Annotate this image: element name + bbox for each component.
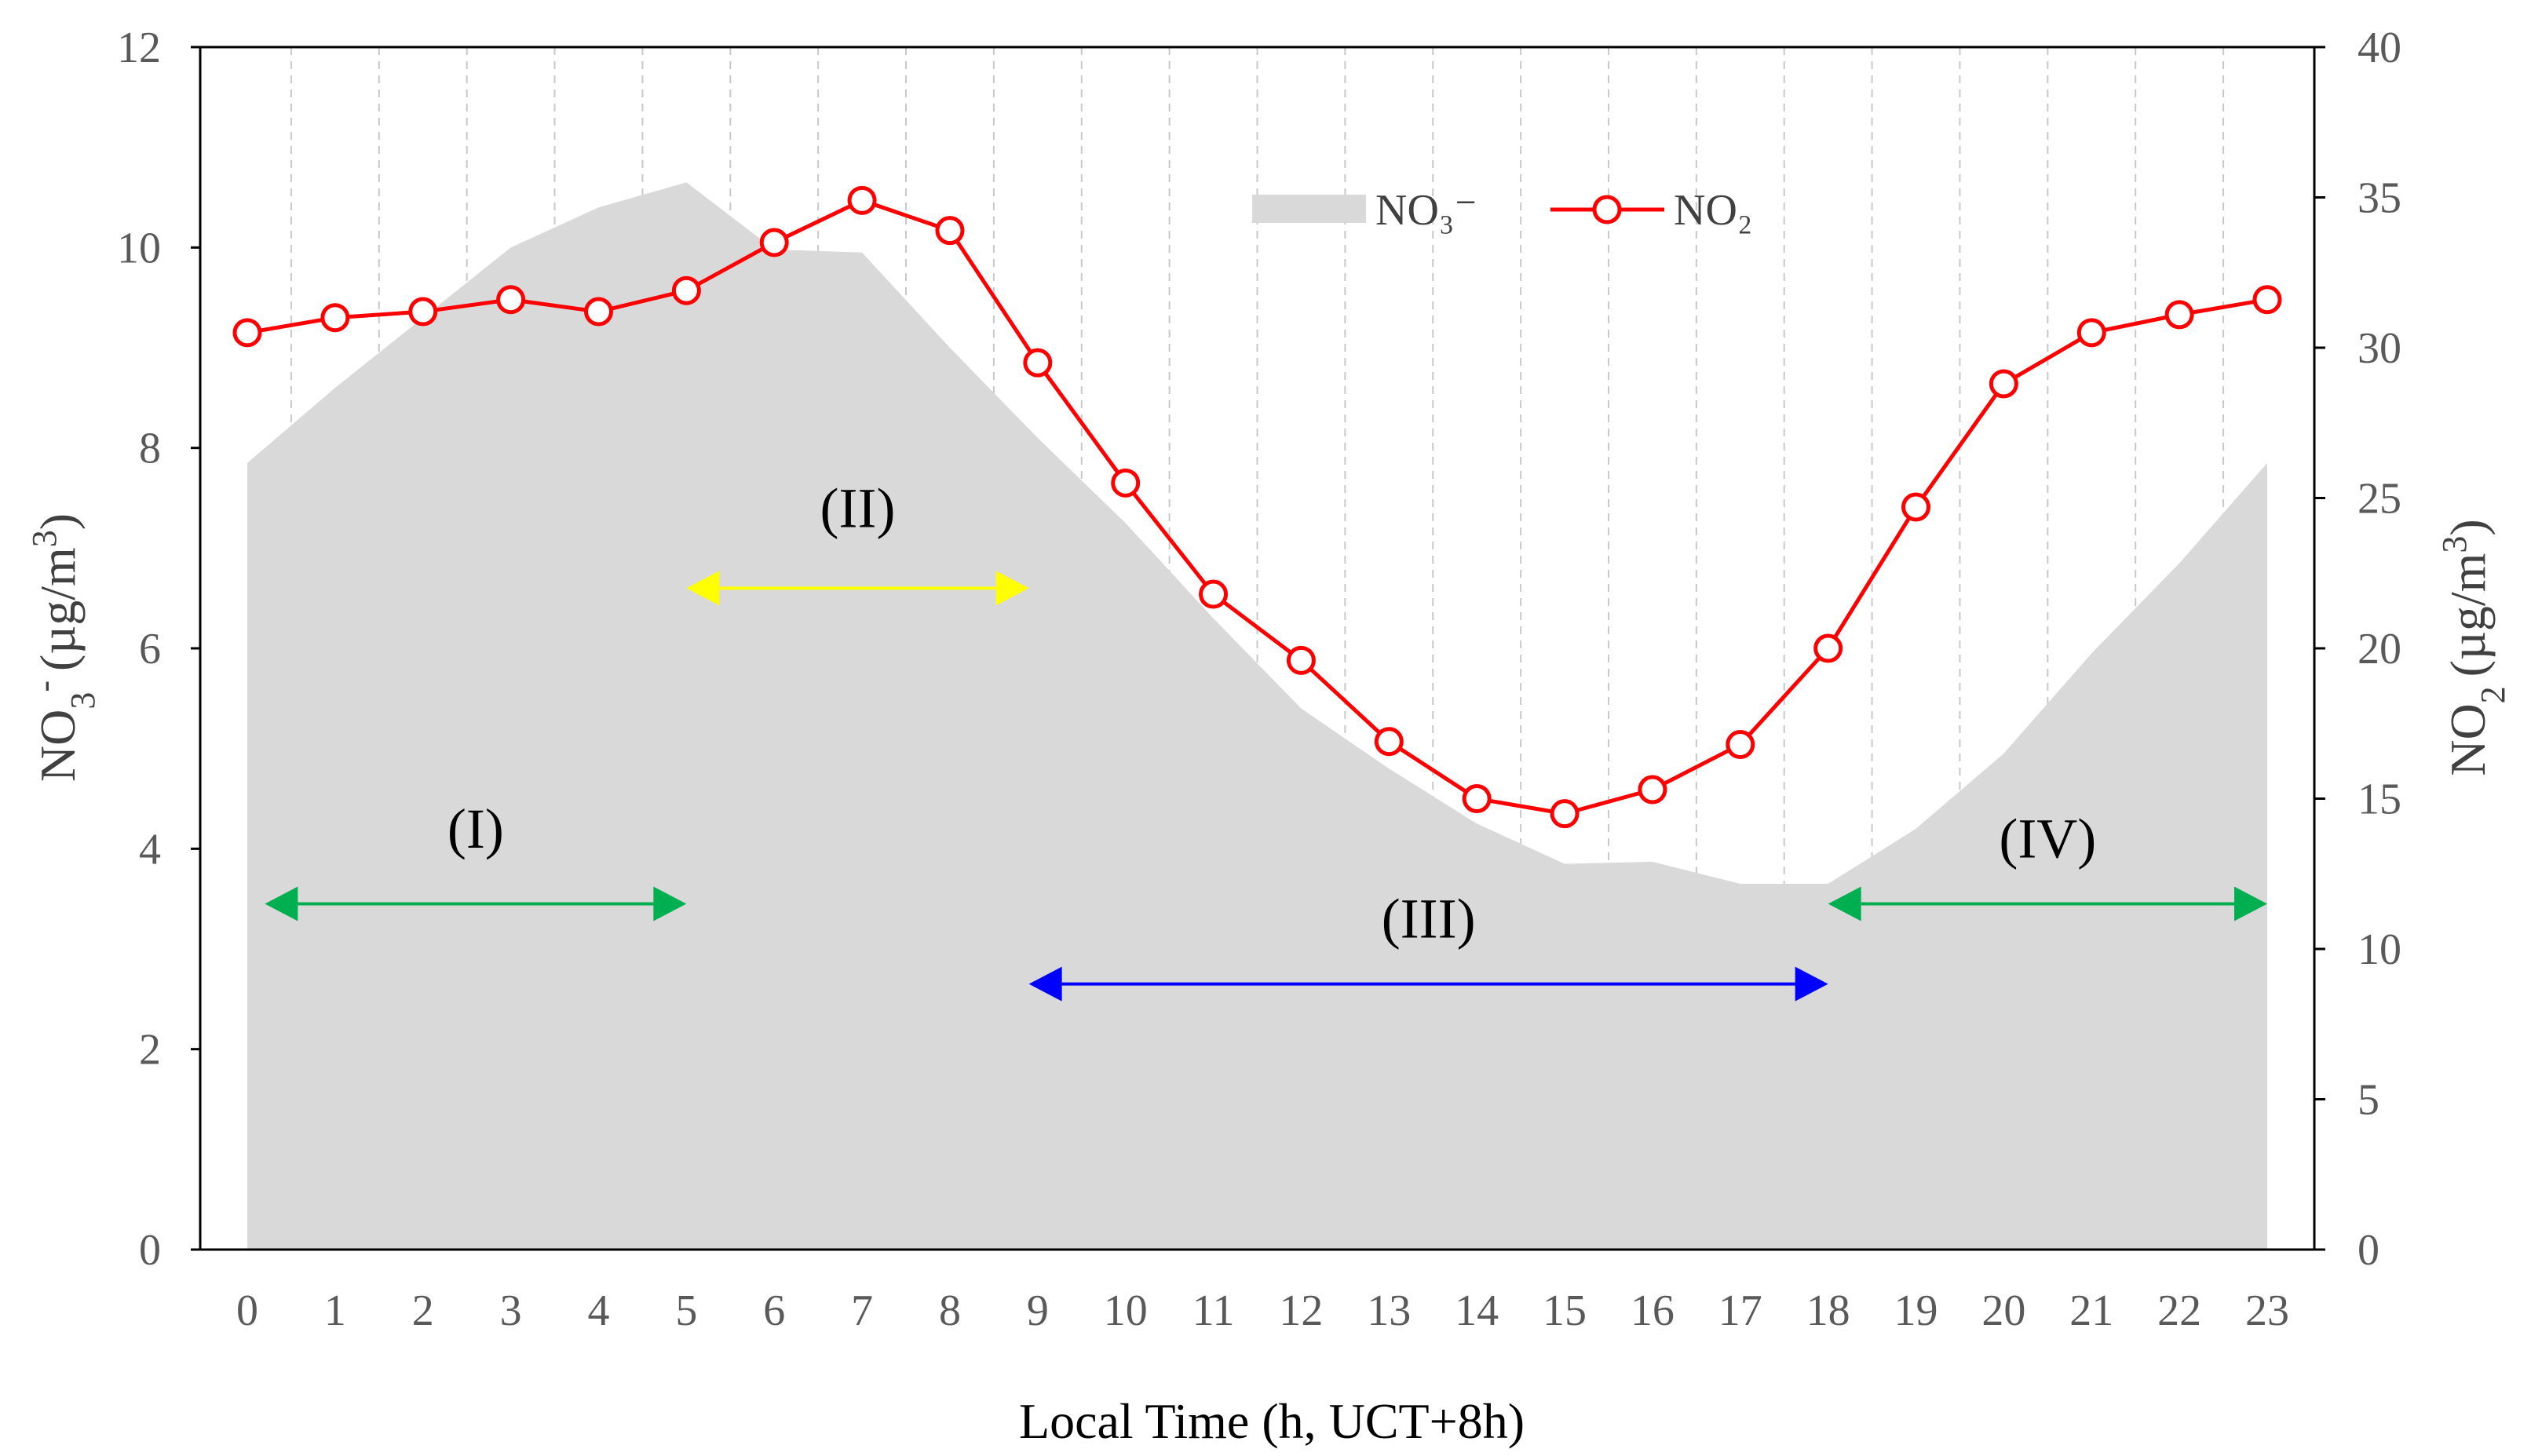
no2-point <box>759 228 789 257</box>
no2-line <box>247 198 2268 816</box>
no2-point <box>935 216 965 246</box>
period-arrow-head-right <box>1795 966 1828 1002</box>
left-tick-label: 6 <box>139 625 161 673</box>
no2-point <box>1199 579 1229 609</box>
x-tick-label: 12 <box>1279 1286 1323 1335</box>
no2-point <box>1374 727 1404 757</box>
x-tick-label: 6 <box>763 1286 785 1335</box>
period-label: (I) <box>447 797 504 860</box>
x-tick-label: 23 <box>2245 1286 2289 1335</box>
right-tick-label: 0 <box>2358 1226 2379 1275</box>
period-arrow-head-left <box>1828 886 1861 921</box>
no2-point <box>320 303 350 333</box>
x-axis-ticks: 0 1 2 3 4 5 6 7 8 9 10 11 12 13 14 15 16 17 18 19 20 21 22 23 <box>236 1286 2289 1335</box>
right-axis-title: NO2(µg/m3) <box>2435 519 2512 776</box>
x-tick-label: 15 <box>1543 1286 1587 1335</box>
x-tick-label: 10 <box>1104 1286 1148 1335</box>
no2-point <box>1023 348 1053 378</box>
x-tick-label: 16 <box>1631 1286 1675 1335</box>
no2-point <box>408 297 438 327</box>
no2-point <box>2164 300 2194 330</box>
period-arrow-head-left <box>686 571 720 606</box>
x-tick-label: 1 <box>324 1286 346 1335</box>
x-tick-label: 4 <box>587 1286 609 1335</box>
x-tick-label: 3 <box>500 1286 522 1335</box>
right-tick-label: 25 <box>2358 475 2401 524</box>
period-arrow-head-right <box>995 571 1029 606</box>
legend-line-marker <box>1592 195 1622 224</box>
left-tick-label: 10 <box>117 224 161 272</box>
no2-point <box>1550 799 1580 829</box>
x-tick-label: 11 <box>1192 1286 1235 1335</box>
period-label: (II) <box>820 476 896 539</box>
period-arrow-head-right <box>2234 886 2267 921</box>
no2-point <box>2252 285 2282 315</box>
no2-point <box>232 318 262 348</box>
legend: NO₃⁻ NO₂ <box>1252 186 1752 235</box>
left-tick-label: 8 <box>139 425 161 473</box>
left-tick-label: 4 <box>139 825 161 874</box>
no2-point <box>671 276 701 305</box>
x-tick-label: 8 <box>939 1286 961 1335</box>
period-annotations: (I) (II) (III) (IV) <box>265 476 2267 1002</box>
legend-area-swatch <box>1252 195 1366 223</box>
right-tick-label: 20 <box>2358 625 2401 673</box>
x-axis-title: Local Time (h, UCT+8h) <box>1019 1393 1525 1449</box>
period-arrow-head-right <box>653 886 687 921</box>
x-tick-label: 21 <box>2069 1286 2113 1335</box>
left-tick-label: 0 <box>139 1226 161 1275</box>
x-tick-label: 13 <box>1367 1286 1411 1335</box>
left-axis-ticks: 0 2 4 6 8 10 12 <box>117 24 200 1275</box>
x-tick-label: 5 <box>675 1286 697 1335</box>
x-tick-label: 2 <box>412 1286 434 1335</box>
no2-point <box>1462 784 1492 813</box>
period-arrow-head-left <box>1028 966 1062 1002</box>
no3-area <box>247 182 2267 1250</box>
left-tick-label: 12 <box>117 24 161 72</box>
x-tick-label: 7 <box>851 1286 873 1335</box>
left-tick-label: 2 <box>139 1026 161 1075</box>
no2-point <box>1989 369 2018 399</box>
x-tick-label: 20 <box>1981 1286 2025 1335</box>
no2-point <box>583 297 613 327</box>
right-axis-ticks: 0 5 10 15 20 25 30 35 40 <box>2314 24 2401 1275</box>
no2-point <box>1638 775 1667 805</box>
no2-point <box>1286 645 1316 675</box>
right-tick-label: 15 <box>2358 775 2401 824</box>
right-tick-label: 35 <box>2358 174 2401 223</box>
no2-point <box>1901 492 1931 522</box>
x-tick-label: 9 <box>1027 1286 1049 1335</box>
left-axis-title: NO3-(µg/m3) <box>25 513 102 782</box>
period-label: (III) <box>1382 888 1476 951</box>
no2-point <box>847 185 877 215</box>
x-tick-label: 22 <box>2157 1286 2201 1335</box>
x-tick-label: 14 <box>1455 1286 1499 1335</box>
x-tick-label: 19 <box>1894 1286 1938 1335</box>
period-arrow-head-left <box>265 886 298 921</box>
legend-no2-label: NO₂ <box>1674 186 1752 235</box>
x-tick-label: 17 <box>1718 1286 1762 1335</box>
legend-no3-label: NO₃⁻ <box>1375 186 1477 235</box>
no3-area-series <box>247 182 2267 1250</box>
no2-point <box>1726 730 1755 760</box>
right-tick-label: 10 <box>2358 925 2401 974</box>
x-tick-label: 0 <box>236 1286 258 1335</box>
no2-point <box>1111 468 1141 498</box>
no2-line-series <box>232 185 2282 829</box>
x-tick-label: 18 <box>1806 1286 1850 1335</box>
no2-point <box>2076 318 2106 348</box>
period-label: (IV) <box>1999 808 2096 870</box>
right-tick-label: 5 <box>2358 1076 2379 1125</box>
no2-point <box>1813 633 1843 663</box>
right-tick-label: 40 <box>2358 24 2401 72</box>
no2-point <box>496 285 526 315</box>
right-tick-label: 30 <box>2358 324 2401 373</box>
